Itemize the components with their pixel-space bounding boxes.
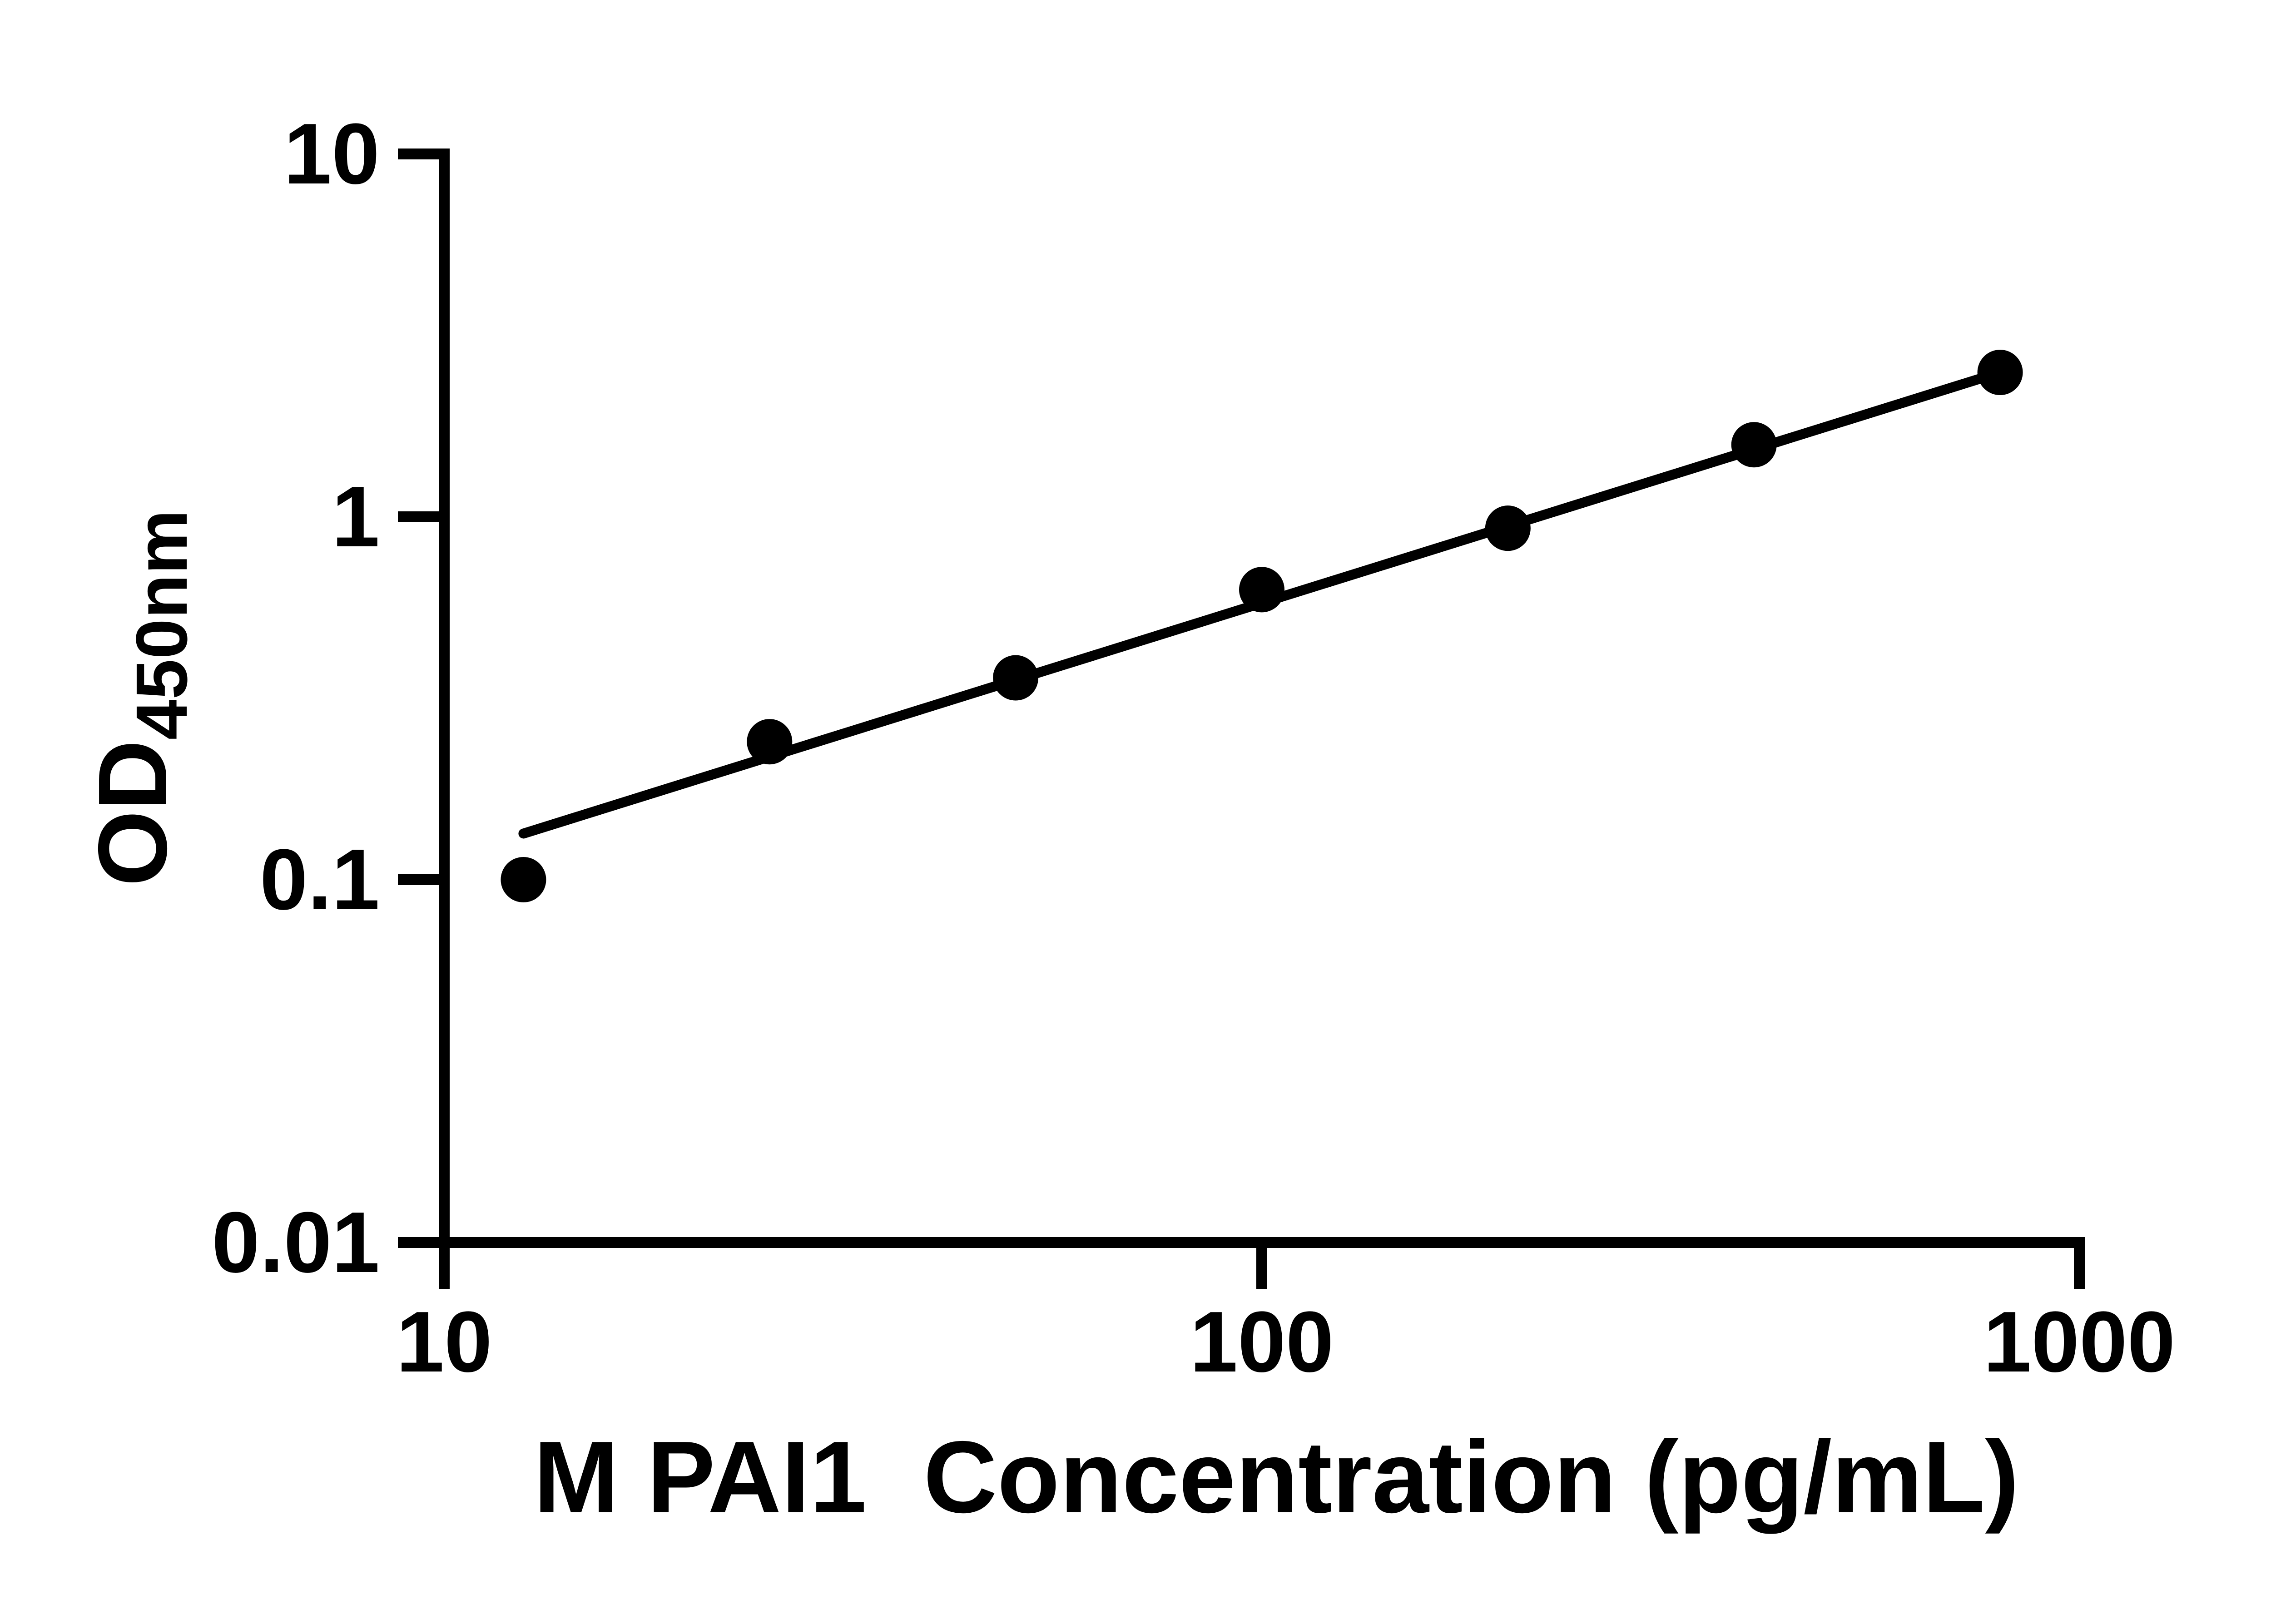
y-axis-title-main: OD (78, 740, 187, 886)
data-point (1977, 350, 2023, 396)
data-point (1485, 505, 1531, 551)
x-axis-title: M PAI1 Concentration (pg/mL) (533, 1420, 2019, 1534)
data-point (1731, 422, 1777, 468)
y-tick-label: 0.01 (212, 1194, 380, 1291)
x-tick-label: 100 (1190, 1294, 1334, 1390)
data-point (501, 857, 546, 902)
y-tick-label: 10 (283, 106, 380, 202)
data-point (747, 719, 793, 765)
y-tick-label: 0.1 (259, 832, 380, 928)
axes (398, 149, 2085, 1289)
y-tick-label: 1 (332, 469, 380, 565)
data-point (993, 655, 1039, 701)
y-axis-title-subscript: 450nm (121, 510, 202, 740)
y-axis-title: OD450nm (78, 510, 202, 886)
x-tick-label: 10 (396, 1294, 492, 1390)
x-tick-label: 1000 (1983, 1294, 2176, 1390)
data-point (1239, 567, 1284, 613)
data-points (501, 350, 2023, 902)
